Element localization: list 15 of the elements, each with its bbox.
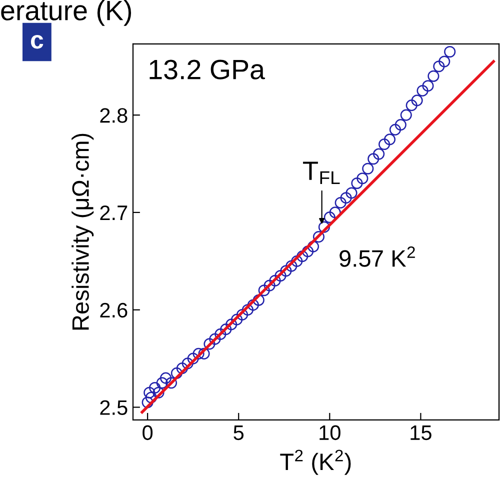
x-tick-label: 15 <box>410 426 432 440</box>
text: erature (K) <box>1 0 132 26</box>
y-tick-label: 2.8 <box>100 108 128 123</box>
text: c <box>30 35 44 49</box>
x-axis-title: T$^{2}$ (K$^{2}$) <box>280 450 351 475</box>
annotation: 13.2 GPa <box>150 60 265 80</box>
x-tick-label: 5 <box>234 426 244 440</box>
annotation: T$_{FL}$ <box>303 162 340 184</box>
y-tick-label: 2.6 <box>100 302 128 318</box>
y-tick-label: 2.7 <box>100 205 128 220</box>
x-tick-label: 0 <box>142 425 153 440</box>
y-axis-title: Resistivity (μΩ·cm) <box>72 134 94 330</box>
y-tick-label: 2.5 <box>100 400 128 415</box>
x-tick-label: 10 <box>320 425 340 440</box>
annotation: 9.57 K$^{2}$ <box>340 246 415 267</box>
